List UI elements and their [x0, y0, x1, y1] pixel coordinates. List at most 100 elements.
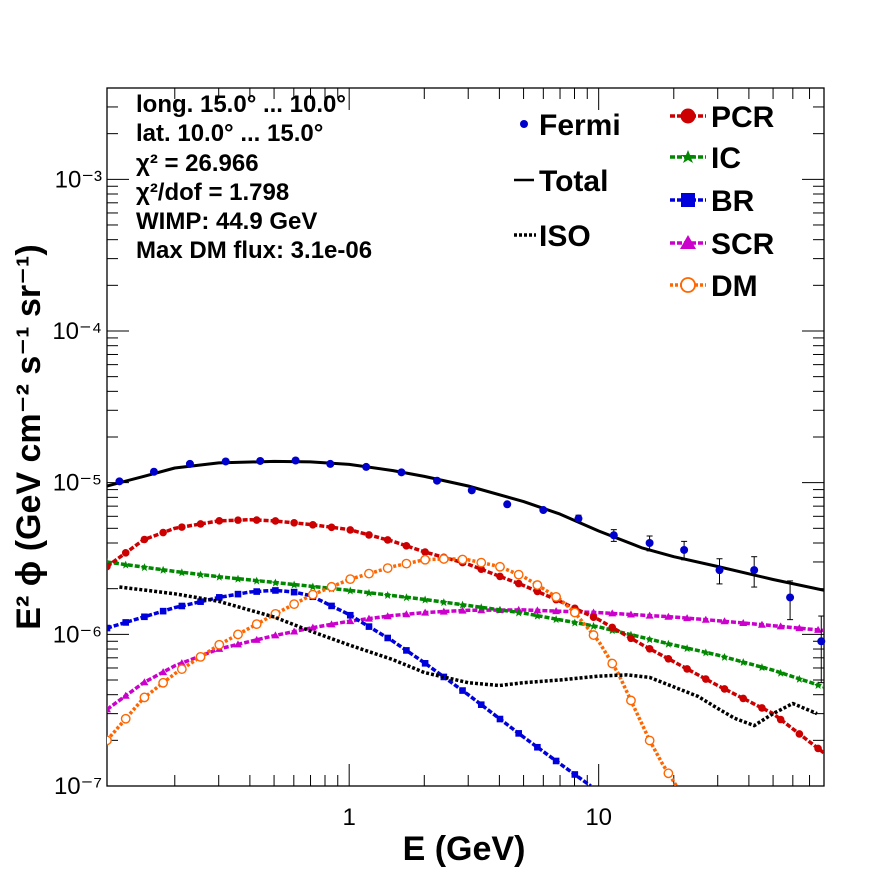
series-scr-point — [439, 607, 448, 615]
series-pcr-point — [309, 520, 317, 529]
fermi-point — [539, 506, 548, 515]
series-dm-point — [532, 580, 543, 590]
series-ic-point — [159, 565, 168, 574]
legend-pcr-marker — [680, 108, 696, 124]
series-ic-point — [645, 635, 654, 644]
series-dm-point — [513, 569, 524, 580]
series-dm-point — [401, 558, 412, 569]
series-ic-point — [215, 572, 224, 581]
series-scr-point — [327, 620, 336, 628]
series-br-point — [534, 743, 541, 751]
info-latitude: lat. 10.0° ... 15.0° — [136, 120, 323, 147]
series-dm-point — [495, 561, 505, 572]
series-pcr-point — [159, 528, 167, 537]
y-tick-label: 10⁻³ — [55, 166, 102, 193]
series-br-point — [365, 623, 373, 630]
series-pcr-point — [365, 531, 373, 539]
series-dm-point — [569, 607, 580, 618]
y-tick-label: 10⁻⁶ — [53, 621, 102, 648]
legend-dm-label: DM — [711, 270, 758, 303]
series-br-point — [384, 634, 391, 642]
series-pcr-point — [421, 548, 429, 556]
legend-br-marker — [681, 193, 695, 207]
series-pcr-point — [514, 579, 523, 588]
series-dm-point — [607, 658, 618, 669]
series-group — [107, 459, 824, 786]
series-ic-point — [552, 615, 561, 624]
series-scr-point — [402, 610, 411, 618]
fermi-point — [185, 459, 194, 468]
series-dm-point — [588, 630, 599, 640]
series-pcr-point — [645, 645, 654, 653]
legend-right: PCR IC BR SCR DM — [670, 101, 775, 303]
series-dm-point — [420, 554, 431, 565]
series-br-point — [552, 757, 560, 765]
legend-pcr-label: PCR — [711, 101, 775, 134]
series-dm-point — [326, 581, 337, 592]
series-br-point — [159, 607, 167, 615]
series-ic-point — [570, 618, 579, 627]
series-dm-point — [107, 735, 112, 746]
series-scr-point — [290, 627, 299, 635]
fermi-point — [574, 514, 583, 523]
series-pcr-point — [496, 572, 504, 581]
series-scr-point — [664, 612, 673, 620]
series-scr-point — [477, 606, 486, 614]
series-scr-point — [795, 624, 804, 632]
series-scr-point — [346, 617, 355, 625]
fermi-point — [786, 593, 795, 602]
series-dm-point — [120, 713, 131, 724]
series-pcr-point — [271, 517, 280, 525]
series-br-point — [421, 660, 429, 667]
series-pcr — [107, 516, 824, 755]
fermi-point — [362, 462, 371, 471]
info-chi2: χ² = 26.966 — [136, 150, 259, 177]
series-total — [107, 459, 824, 592]
series-scr-point — [533, 606, 542, 614]
series-ic-point — [271, 578, 280, 587]
legend-left: Fermi Total ISO — [514, 109, 621, 253]
series-pcr-point — [608, 623, 617, 632]
series-pcr-point — [664, 655, 673, 663]
series-scr-point — [421, 608, 430, 616]
series-dm-line — [107, 556, 678, 786]
series-br-point — [328, 602, 335, 610]
series-pcr-point — [215, 517, 224, 525]
series-br — [107, 587, 592, 786]
series-ic-point — [757, 663, 766, 672]
series-dm-point — [551, 591, 562, 602]
series-br-point — [346, 611, 354, 619]
series-pcr-point — [814, 744, 822, 753]
series-br-point — [234, 590, 242, 598]
series-ic-point — [701, 648, 710, 657]
fermi-point — [433, 476, 442, 485]
series-dm-point — [139, 692, 150, 703]
y-tick-labels: 10⁻⁷ 10⁻⁶ 10⁻⁵ 10⁻⁴ 10⁻³ — [52, 166, 102, 800]
series-br-point — [496, 715, 504, 723]
series-pcr-point — [107, 562, 111, 571]
series-scr-point — [233, 640, 242, 648]
fermi-point — [645, 539, 654, 548]
series-dm-point — [251, 619, 262, 630]
series-ic-point — [739, 658, 748, 667]
series-scr-point — [177, 659, 186, 667]
series-br-point — [215, 594, 223, 601]
legend-fermi-marker — [520, 120, 528, 128]
fermi-point — [326, 459, 335, 468]
series-dm — [107, 554, 678, 786]
series-br-point — [290, 588, 298, 596]
series-scr-point — [364, 614, 373, 622]
fermi-point — [397, 468, 406, 477]
x-axis-label: E (GeV) — [403, 830, 526, 868]
series-br-point — [515, 730, 522, 737]
series-br-point — [571, 771, 579, 778]
series-pcr-point — [346, 526, 355, 534]
series-ic-point — [439, 598, 448, 607]
series-pcr-point — [196, 520, 205, 528]
series-br-point — [107, 624, 111, 632]
series-ic-point — [233, 574, 242, 583]
series-ic-point — [795, 674, 804, 683]
legend-fermi-label: Fermi — [539, 109, 621, 142]
series-scr-point — [683, 614, 692, 622]
